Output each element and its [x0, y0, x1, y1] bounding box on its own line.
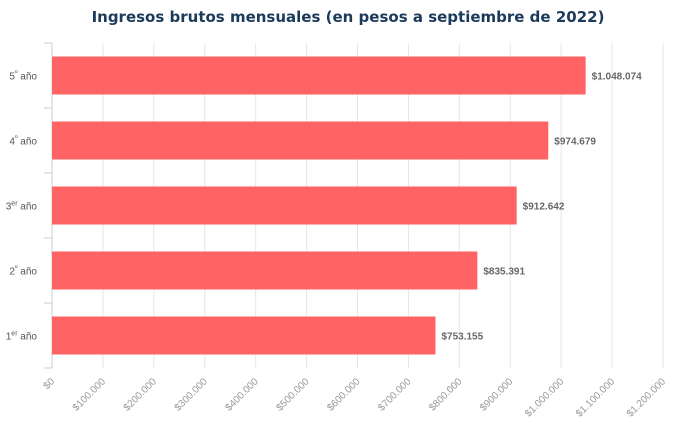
- category-suffix: año: [18, 137, 38, 148]
- x-tick-label: $700.000: [376, 376, 414, 414]
- category-superscript: er: [11, 331, 18, 338]
- x-tick-label: $200.000: [122, 376, 160, 414]
- x-tick-label: $0: [41, 376, 57, 392]
- category-label: 4º año: [9, 136, 37, 148]
- chart-title: Ingresos brutos mensuales (en pesos a se…: [91, 8, 605, 26]
- x-tick-label: $1.000.000: [523, 376, 566, 419]
- x-tick-label: $900.000: [478, 376, 516, 414]
- category-suffix: año: [18, 267, 38, 278]
- category-number: 4: [9, 137, 15, 148]
- category-number: 3: [6, 202, 12, 213]
- category-label: 3er año: [6, 201, 38, 213]
- bar: [52, 186, 517, 225]
- data-label: $753.155: [441, 332, 483, 343]
- x-tick-label: $800.000: [427, 376, 465, 414]
- data-label: $1.048.074: [592, 72, 642, 83]
- data-label: $974.679: [554, 137, 596, 148]
- category-label: 5º año: [9, 71, 37, 83]
- x-tick-label: $600.000: [325, 376, 363, 414]
- category-number: 2: [9, 267, 15, 278]
- category-suffix: año: [18, 202, 38, 213]
- category-superscript: º: [15, 136, 18, 143]
- x-tick-label: $1.100.000: [574, 376, 617, 419]
- category-superscript: º: [15, 266, 18, 273]
- category-label: 1er año: [6, 331, 38, 343]
- category-label: 2º año: [9, 266, 37, 278]
- category-suffix: año: [18, 72, 38, 83]
- bar: [52, 56, 586, 95]
- bar: [52, 316, 436, 355]
- x-tick-label: $400.000: [224, 376, 262, 414]
- category-superscript: º: [15, 71, 18, 78]
- x-tick-label: $300.000: [173, 376, 211, 414]
- bar: [52, 121, 549, 160]
- category-suffix: año: [18, 332, 38, 343]
- category-superscript: er: [11, 201, 18, 208]
- category-number: 5: [9, 72, 15, 83]
- category-number: 1: [6, 332, 12, 343]
- x-tick-label: $100.000: [71, 376, 109, 414]
- data-label: $912.642: [523, 202, 565, 213]
- bar: [52, 251, 478, 290]
- data-label: $835.391: [483, 267, 525, 278]
- x-tick-label: $1.200.000: [625, 376, 668, 419]
- x-tick-label: $500.000: [274, 376, 312, 414]
